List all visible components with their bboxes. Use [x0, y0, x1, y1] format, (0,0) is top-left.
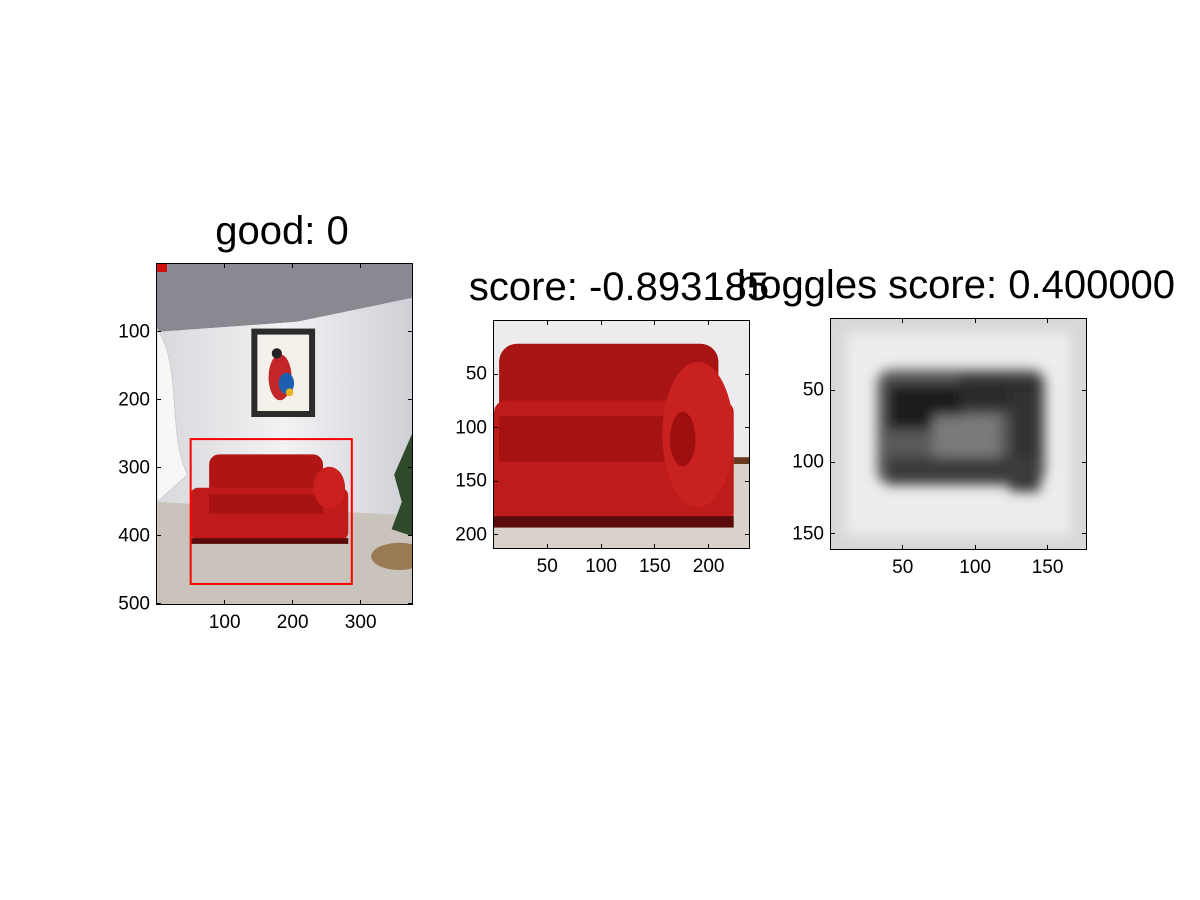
panel-1-xtick-mark: [292, 263, 294, 268]
panel-1-ytick-mark: [156, 603, 161, 605]
panel-3-ytick-label: 50: [802, 379, 824, 401]
panel-3-xtick-mark: [1047, 318, 1049, 323]
panel-3-ytick-label: 100: [792, 451, 824, 473]
panel-1-ytick-label: 300: [118, 457, 150, 479]
panel-1-xtick-label: 200: [276, 612, 309, 633]
panel-1-ytick-mark: [156, 331, 161, 333]
panel-1-xtick-label: 100: [208, 612, 241, 633]
panel-3-image: [830, 318, 1087, 550]
panel-3-xtick-mark: [974, 545, 976, 550]
panel-2-ytick-label: 150: [455, 470, 487, 492]
panel-2-xtick-label: 200: [692, 556, 725, 577]
panel-2-ytick-mark: [745, 534, 750, 536]
panel-1-ytick-mark: [408, 603, 413, 605]
panel-2-ytick-mark: [745, 373, 750, 375]
panel-3-ytick-mark: [1082, 533, 1087, 535]
panel-1-ytick-mark: [156, 399, 161, 401]
panel-3-title: hoggles score: 0.400000: [736, 263, 1176, 307]
detection-box-1: [189, 438, 353, 585]
panel-2-xtick-label: 100: [585, 556, 617, 577]
panel-3-xtick-label: 100: [959, 557, 992, 578]
panel-3-ytick-label: 150: [792, 523, 824, 545]
panel-2-ytick-label: 100: [455, 417, 487, 439]
panel-1-xtick-mark: [224, 263, 226, 268]
panel-2-ytick-mark: [493, 480, 498, 482]
panel-1-ytick-mark: [408, 399, 413, 401]
panel-2-xtick-label: 50: [536, 556, 558, 577]
panel-1-ytick-label: 400: [118, 525, 150, 547]
panel-1-xtick-mark: [224, 600, 226, 605]
panel-1-title: good: 0: [215, 209, 349, 253]
panel-2-xtick-mark: [654, 544, 656, 549]
panel-3-ytick-mark: [830, 389, 835, 391]
panel-2-xtick-mark: [708, 544, 710, 549]
panel-3-ytick-mark: [1082, 389, 1087, 391]
panel-2-xtick-mark: [546, 320, 548, 325]
panel-2-xtick-mark: [546, 544, 548, 549]
panel-2-ytick-mark: [745, 427, 750, 429]
panel-1-ytick-label: 200: [118, 389, 150, 411]
panel-2-ytick-mark: [493, 373, 498, 375]
panel-2-ytick-mark: [745, 480, 750, 482]
panel-3-xtick-label: 50: [892, 557, 914, 578]
panel-2-xtick-mark: [654, 320, 656, 325]
panel-2-ytick-label: 50: [465, 363, 487, 385]
panel-3-xtick-mark: [1047, 545, 1049, 550]
panel-3-xtick-mark: [974, 318, 976, 323]
panel-1-image: [156, 263, 413, 605]
panel-1-ytick-label: 500: [118, 593, 150, 615]
panel-1-ytick-label: 100: [118, 321, 150, 343]
panel-1-ytick-mark: [156, 467, 161, 469]
panel-3-xtick-mark: [902, 545, 904, 550]
panel-1-xtick-mark: [292, 600, 294, 605]
panel-3-xtick-mark: [902, 318, 904, 323]
panel-1-xtick-mark: [360, 600, 362, 605]
panel-1-ytick-mark: [408, 467, 413, 469]
panel-1-xtick-label: 300: [344, 612, 377, 633]
panel-2-xtick-label: 150: [638, 556, 671, 577]
panel-2-ytick-mark: [493, 534, 498, 536]
panel-3-xtick-label: 150: [1031, 557, 1064, 578]
panel-2-xtick-mark: [600, 544, 602, 549]
panel-1-ytick-mark: [156, 535, 161, 537]
panel-2-xtick-mark: [708, 320, 710, 325]
panel-1-ytick-mark: [408, 535, 413, 537]
panel-2-ytick-mark: [493, 427, 498, 429]
panel-1-xtick-mark: [360, 263, 362, 268]
panel-3-ytick-mark: [830, 533, 835, 535]
panel-3-ytick-mark: [830, 461, 835, 463]
panel-3-ytick-mark: [1082, 461, 1087, 463]
panel-2-title: score: -0.893185: [468, 265, 770, 309]
panel-1-ytick-mark: [408, 331, 413, 333]
panel-2-image: [493, 320, 750, 549]
panel-2-xtick-mark: [600, 320, 602, 325]
panel-2-ytick-label: 200: [455, 524, 487, 546]
